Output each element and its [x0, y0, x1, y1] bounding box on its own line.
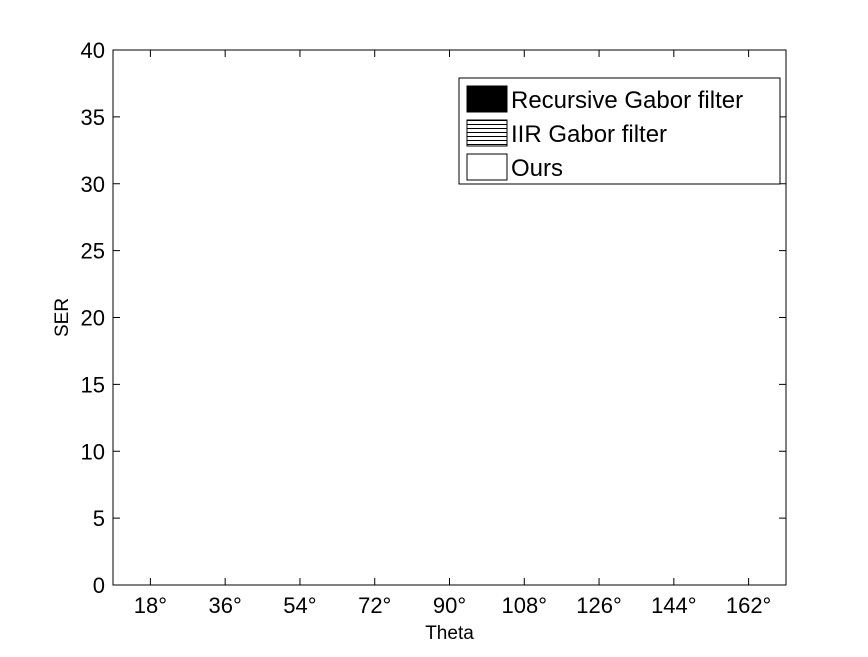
- legend-swatch-2: [466, 119, 508, 147]
- x-axis-label: Theta: [425, 623, 474, 644]
- legend-box: [458, 77, 781, 185]
- y-tick-label: 40: [81, 38, 105, 63]
- x-tick-label: 36°: [209, 593, 242, 618]
- y-tick-label: 30: [81, 172, 105, 197]
- legend-label-1: Recursive Gabor filter: [511, 87, 743, 114]
- y-tick-label: 20: [81, 306, 105, 331]
- legend-label-3: Ours: [511, 155, 563, 182]
- y-tick-label: 0: [93, 573, 105, 598]
- x-tick-label: 108°: [502, 593, 548, 618]
- x-tick-label: 90°: [433, 593, 466, 618]
- legend-swatch-1: [466, 85, 508, 113]
- x-tick-label: 126°: [576, 593, 622, 618]
- y-tick-label: 35: [81, 105, 105, 130]
- x-tick-label: 144°: [651, 593, 697, 618]
- x-tick-label: 162°: [726, 593, 772, 618]
- x-tick-label: 72°: [358, 593, 391, 618]
- y-tick-label: 15: [81, 372, 105, 397]
- legend-label-2: IIR Gabor filter: [511, 121, 667, 148]
- y-tick-label: 25: [81, 239, 105, 264]
- legend: Recursive Gabor filter IIR Gabor filter Ou…: [458, 77, 781, 185]
- x-tick-label: 18°: [134, 593, 167, 618]
- legend-swatch-3: [466, 153, 508, 181]
- y-tick-label: 5: [93, 506, 105, 531]
- y-tick-label: 10: [81, 439, 105, 464]
- y-axis-label: SER: [52, 298, 73, 337]
- x-tick-label: 54°: [283, 593, 316, 618]
